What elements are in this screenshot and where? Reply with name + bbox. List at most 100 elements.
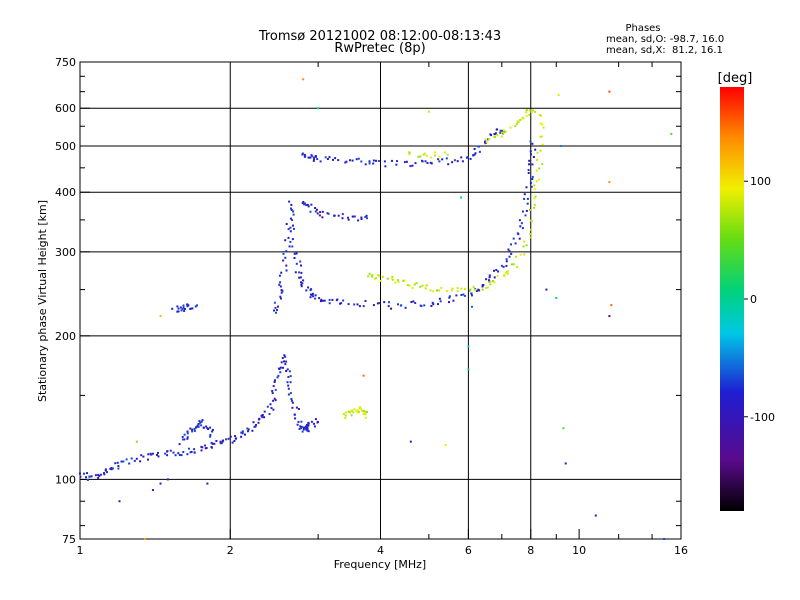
echo-point-o (411, 164, 414, 167)
echo-point-o (305, 289, 308, 292)
colorbar-ticks: 100 0 -100 (744, 175, 775, 424)
echo-point-o (298, 427, 301, 430)
echo-point-o (241, 430, 244, 433)
echo-point-o (478, 150, 481, 153)
echo-point-o (310, 420, 313, 423)
echo-point-o (276, 376, 279, 379)
echo-point-o (104, 468, 107, 471)
echo-point-x (365, 410, 368, 413)
echo-point-o (193, 448, 196, 451)
echo-point-o (274, 388, 277, 391)
echo-point-o (460, 156, 463, 159)
echo-point-o (497, 270, 500, 273)
echo-point-o (186, 436, 189, 439)
echo-point-o (364, 216, 367, 218)
echo-point-o (321, 210, 324, 213)
echo-point-o (495, 128, 498, 131)
echo-point-o (227, 437, 230, 440)
echo-point-x (421, 284, 424, 287)
echo-point-o (279, 297, 282, 300)
echo-point-x (534, 195, 537, 198)
echo-point-o (318, 214, 321, 217)
echo-point-o (197, 425, 200, 428)
echo-point-x (504, 130, 507, 133)
echo-point-o (289, 226, 292, 229)
echo-point-o (499, 131, 502, 134)
echo-point-x (535, 158, 538, 161)
echo-point-o (103, 473, 106, 476)
echo-point-o (296, 423, 299, 426)
echo-point-o (423, 304, 426, 307)
echo-point-o (447, 163, 450, 166)
echo-point-o (197, 423, 200, 425)
echo-point-o (276, 309, 278, 311)
echo-point-o (337, 214, 340, 217)
echo-point-scatter (467, 368, 470, 371)
echo-point-o (319, 160, 322, 163)
echo-point-o (314, 210, 317, 213)
echo-point-o (292, 210, 295, 213)
echo-point-o (287, 376, 290, 378)
echo-point-o (277, 374, 280, 377)
echo-point-o (319, 211, 322, 214)
echo-point-o (186, 430, 189, 433)
echo-point-o (220, 442, 223, 445)
echo-point-x (485, 286, 487, 289)
echo-point-o (508, 250, 511, 253)
echo-point-o (524, 214, 527, 217)
echo-point-o (478, 145, 481, 148)
echo-point-o (507, 248, 510, 251)
echo-point-o (285, 223, 288, 225)
echo-point-o (287, 387, 290, 390)
echo-point-o (314, 418, 317, 421)
echo-point-o (283, 354, 286, 357)
echo-point-o (347, 216, 349, 219)
echo-point-o (456, 160, 459, 163)
echo-point-o (309, 156, 312, 159)
echo-point-o (193, 427, 196, 430)
echo-point-o (472, 154, 475, 157)
y-tick-label: 500 (55, 140, 76, 153)
echo-point-o (328, 298, 331, 301)
echo-point-x (512, 263, 515, 266)
echo-point-x (350, 410, 353, 413)
echo-point-o (529, 150, 532, 153)
echo-point-o (383, 160, 386, 163)
echo-point-o (355, 158, 358, 161)
echo-point-scatter (562, 427, 565, 430)
echo-point-x (536, 169, 538, 172)
echo-point-o (188, 447, 190, 450)
echo-point-o (183, 310, 186, 312)
echo-point-x (530, 110, 533, 113)
echo-point-o (284, 363, 287, 366)
echo-point-x (539, 135, 542, 138)
echo-point-x (538, 114, 541, 116)
echo-point-o (79, 472, 81, 475)
echo-point-scatter (470, 305, 473, 308)
echo-point-scatter (317, 107, 320, 110)
echo-point-scatter (564, 462, 567, 465)
echo-point-x (381, 275, 384, 278)
echo-point-o (448, 295, 451, 298)
echo-point-x (489, 280, 492, 283)
echo-point-o (186, 453, 189, 456)
echo-point-o (183, 438, 186, 441)
echo-point-o (114, 462, 117, 465)
echo-point-o (156, 454, 158, 456)
echo-point-o (302, 279, 305, 282)
echo-point-x (539, 122, 542, 125)
echo-point-scatter (460, 196, 463, 199)
echo-point-x (443, 151, 446, 154)
echo-point-o (202, 426, 205, 429)
echo-point-o (98, 474, 101, 477)
echo-point-o (130, 457, 133, 460)
echo-point-o (186, 305, 189, 308)
echo-point-scatter (467, 345, 470, 348)
echo-point-o (493, 133, 496, 136)
echo-point-o (525, 186, 528, 189)
echo-point-x (488, 138, 491, 140)
echo-point-scatter (608, 90, 611, 93)
echo-point-o (211, 442, 214, 445)
y-tick-label: 300 (55, 246, 76, 259)
echo-point-o (337, 159, 340, 162)
